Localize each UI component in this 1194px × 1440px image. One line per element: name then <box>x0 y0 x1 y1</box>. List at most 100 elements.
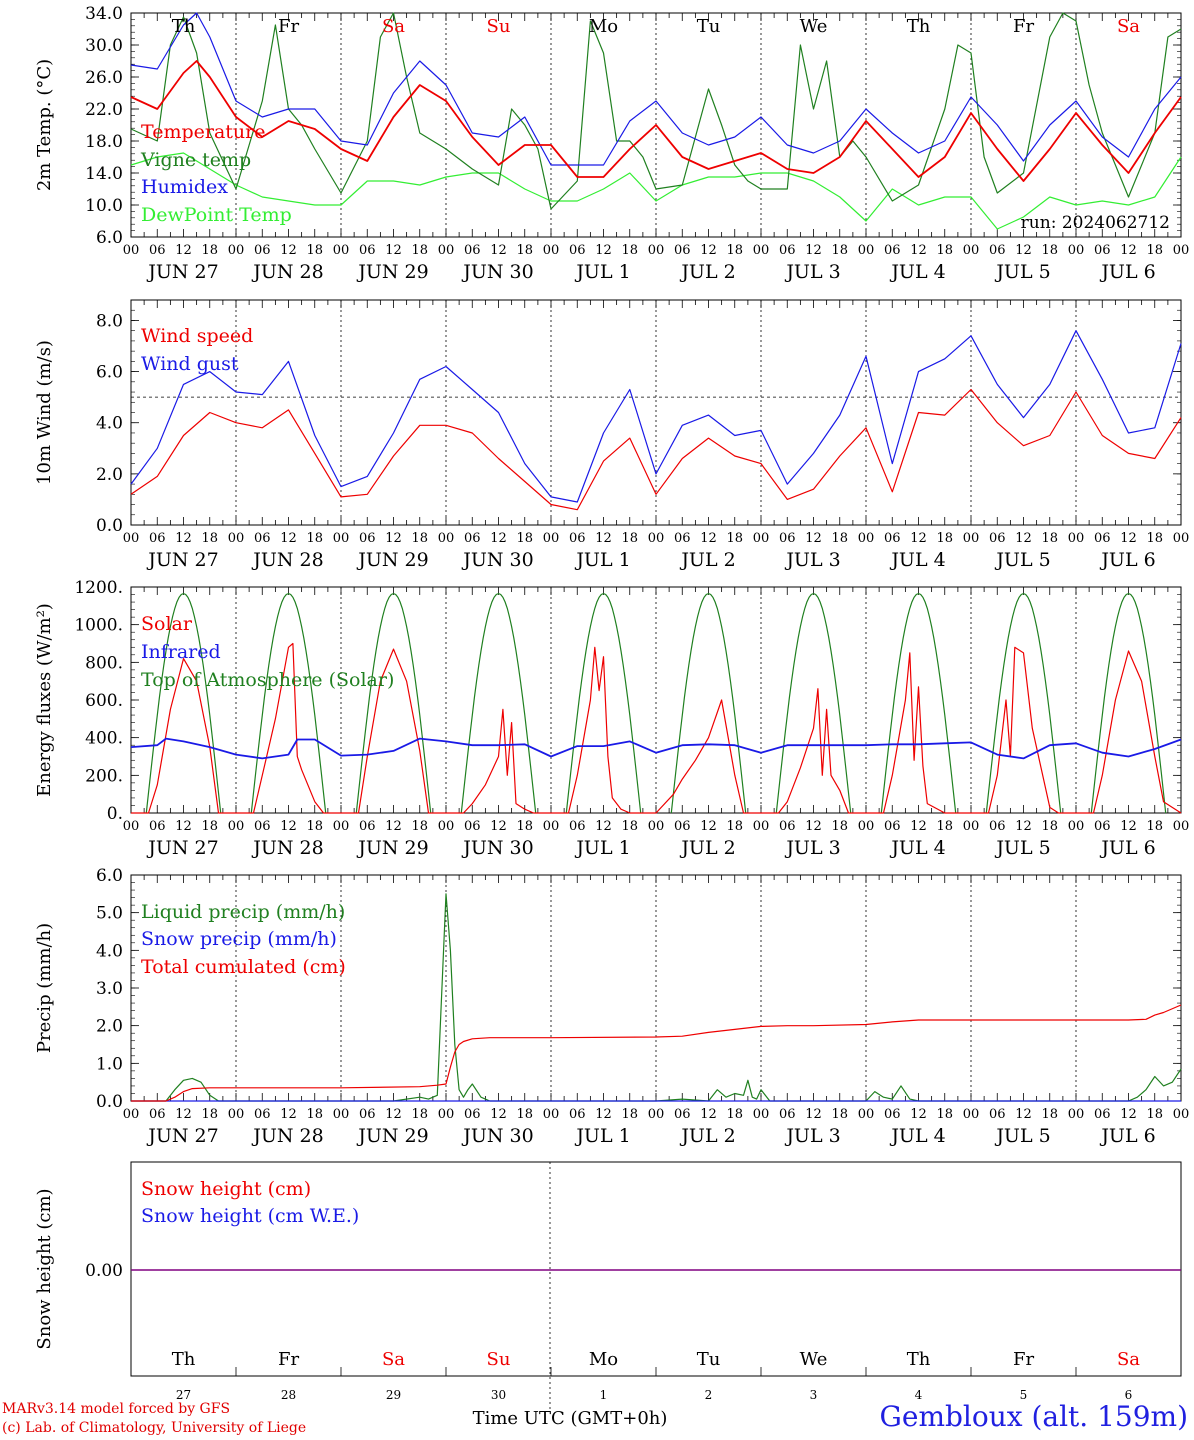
hour-tick-label: 00 <box>228 819 245 834</box>
wind-panel: 00 06 12 18 JUN 27 00 06 12 18 JUN 28 00 06 12 18 JUN … <box>34 299 1189 571</box>
hour-tick-label: 06 <box>254 531 271 546</box>
y-tick-label: 400. <box>85 729 123 749</box>
hour-tick-label: 00 <box>333 243 350 258</box>
hour-tick-label: 06 <box>884 1107 901 1122</box>
hour-tick-label: 12 <box>805 243 822 258</box>
weekday-label: Sa <box>382 1349 405 1370</box>
hour-tick-label: 12 <box>700 1107 717 1122</box>
series-line-wind-speed <box>130 388 1182 511</box>
hour-tick-label: 06 <box>674 1107 691 1122</box>
hour-tick-label: 06 <box>989 1107 1006 1122</box>
hour-tick-label: 12 <box>1015 819 1032 834</box>
day-number-label: 6 <box>1125 1388 1133 1402</box>
series-line-solar <box>131 642 1182 814</box>
y-tick-label: 1000. <box>74 616 123 636</box>
hour-tick-label: 12 <box>1120 819 1137 834</box>
y-tick-label: 3.0 <box>96 979 123 999</box>
day-number-label: 2 <box>705 1388 713 1402</box>
hour-tick-label: 00 <box>1068 531 1085 546</box>
hour-tick-label: 12 <box>805 819 822 834</box>
hour-tick-label: 18 <box>1146 243 1163 258</box>
hour-tick-label: 18 <box>516 1107 533 1122</box>
hour-tick-label: 06 <box>149 1107 166 1122</box>
hour-tick-label: 06 <box>359 819 376 834</box>
hour-tick-label: 00 <box>648 243 665 258</box>
y-tick-label: 0.0 <box>96 1092 123 1112</box>
hour-tick-label: 06 <box>1094 1107 1111 1122</box>
hour-tick-label: 12 <box>175 819 192 834</box>
y-tick-label: 8.0 <box>96 311 123 331</box>
y-tick-label: 14.0 <box>85 164 123 184</box>
hour-tick-label: 06 <box>989 819 1006 834</box>
series-line-dewpoint-temp <box>130 152 1182 230</box>
hour-tick-label: 12 <box>1120 531 1137 546</box>
x-axis-title: Time UTC (GMT+0h) <box>473 1408 668 1429</box>
hour-tick-label: 00 <box>543 1107 560 1122</box>
hour-tick-label: 06 <box>779 1107 796 1122</box>
day-label: JUL 1 <box>574 837 630 859</box>
day-label: JUN 29 <box>356 1125 428 1147</box>
weekday-label: Fr <box>278 16 299 37</box>
weekday-label: Th <box>907 16 931 37</box>
day-number-label: 30 <box>491 1388 506 1402</box>
hour-tick-label: 18 <box>516 531 533 546</box>
y-tick-label: 2.0 <box>96 465 123 485</box>
y-tick-label: 4.0 <box>96 414 123 434</box>
day-label: JUN 28 <box>251 261 323 283</box>
legend-entry: Infrared <box>141 641 221 663</box>
hour-tick-label: 18 <box>1041 243 1058 258</box>
hour-tick-label: 12 <box>280 819 297 834</box>
energy-flux-panel: 00 06 12 18 JUN 27 00 06 12 18 JUN 28 00 06 12 18 JUN … <box>34 578 1189 859</box>
hour-tick-label: 12 <box>1015 243 1032 258</box>
hour-tick-label: 06 <box>464 1107 481 1122</box>
day-label: JUL 4 <box>889 1125 945 1147</box>
hour-tick-label: 06 <box>884 531 901 546</box>
hour-tick-label: 12 <box>490 531 507 546</box>
hour-tick-label: 06 <box>569 1107 586 1122</box>
hour-tick-label: 00 <box>753 819 770 834</box>
hour-tick-label: 18 <box>306 243 323 258</box>
weekday-label: Tu <box>697 1349 721 1370</box>
day-label: JUN 27 <box>146 1125 218 1147</box>
hour-tick-label: 18 <box>306 1107 323 1122</box>
day-label: JUL 6 <box>1099 261 1155 283</box>
hour-tick-label: 06 <box>254 243 271 258</box>
hour-tick-label: 18 <box>1041 819 1058 834</box>
hour-tick-label: 18 <box>411 1107 428 1122</box>
hour-tick-label: 06 <box>359 531 376 546</box>
hour-tick-label: 12 <box>385 819 402 834</box>
legend-entry: Liquid precip (mm/h) <box>141 901 345 923</box>
weekday-label: Su <box>487 16 511 37</box>
series-line-toa-solar <box>565 592 642 814</box>
hour-tick-label: 00 <box>123 819 140 834</box>
hour-tick-label: 00 <box>648 819 665 834</box>
hour-tick-label: 00 <box>228 243 245 258</box>
hour-tick-label: 12 <box>1015 531 1032 546</box>
day-label: JUN 30 <box>461 837 533 859</box>
hour-tick-label: 18 <box>726 531 743 546</box>
hour-tick-label: 12 <box>910 1107 927 1122</box>
day-label: JUL 5 <box>994 261 1050 283</box>
hour-tick-label: 00 <box>1173 819 1190 834</box>
series-line-toa-solar <box>985 592 1062 814</box>
hour-tick-label: 06 <box>1094 819 1111 834</box>
y-tick-label: 18.0 <box>85 132 123 152</box>
day-label: JUL 2 <box>679 549 735 571</box>
hour-tick-label: 06 <box>359 1107 376 1122</box>
hour-tick-label: 06 <box>149 531 166 546</box>
hour-tick-label: 12 <box>280 1107 297 1122</box>
legend-entry: Top of Atmosphere (Solar) <box>141 669 394 691</box>
hour-tick-label: 06 <box>1094 243 1111 258</box>
hour-tick-label: 18 <box>1146 819 1163 834</box>
y-tick-label: 10.0 <box>85 196 123 216</box>
hour-tick-label: 18 <box>201 243 218 258</box>
hour-tick-label: 18 <box>621 243 638 258</box>
hour-tick-label: 00 <box>333 531 350 546</box>
hour-tick-label: 12 <box>280 243 297 258</box>
day-label: JUN 29 <box>356 261 428 283</box>
day-label: JUL 5 <box>994 1125 1050 1147</box>
y-tick-label: 200. <box>85 766 123 786</box>
hour-tick-label: 18 <box>621 819 638 834</box>
hour-tick-label: 12 <box>490 243 507 258</box>
